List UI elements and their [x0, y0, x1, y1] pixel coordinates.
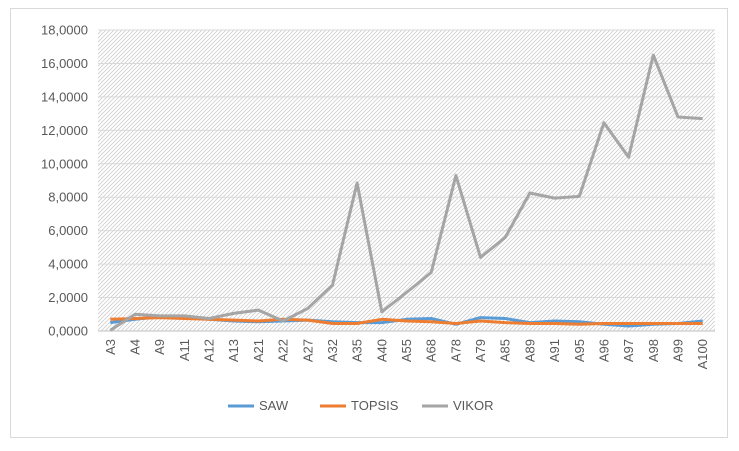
x-tick-label: A35 — [350, 339, 365, 362]
x-tick-label: A40 — [374, 339, 389, 362]
y-tick-label: 2,0000 — [48, 290, 88, 305]
plot-background — [98, 30, 715, 331]
x-tick-label: A9 — [152, 339, 167, 355]
series-line-vikor — [109, 53, 703, 332]
x-tick-label: A12 — [202, 339, 217, 362]
x-tick-label: A78 — [448, 339, 463, 362]
x-tick-label: A99 — [670, 339, 685, 362]
y-tick-label: 12,0000 — [41, 123, 88, 138]
x-tick-label: A97 — [621, 339, 636, 362]
y-tick-label: 14,0000 — [41, 89, 88, 104]
gridlines — [98, 29, 715, 332]
y-tick-label: 16,0000 — [41, 56, 88, 71]
x-tick-label: A22 — [276, 339, 291, 362]
x-axis-tick-labels: A3 A4 A9 A11 A12 A13 A21 A22 A27 A32 A35 A40 A55 A68 A… — [103, 339, 710, 369]
legend-label-topsis: TOPSIS — [351, 398, 399, 413]
y-tick-label: 0,0000 — [48, 324, 88, 339]
x-tick-label: A96 — [596, 339, 611, 362]
y-tick-label: 10,0000 — [41, 156, 88, 171]
legend-label-vikor: VIKOR — [453, 398, 493, 413]
y-tick-label: 18,0000 — [41, 23, 88, 38]
series-lines — [109, 53, 703, 332]
x-tick-label: A3 — [103, 339, 118, 355]
x-tick-label: A100 — [695, 339, 710, 369]
x-tick-label: A4 — [128, 339, 143, 355]
x-tick-label: A91 — [547, 339, 562, 362]
y-axis-tick-labels: 0,0000 2,0000 4,0000 6,0000 8,0000 10,0000 12,… — [41, 23, 88, 339]
x-tick-label: A98 — [646, 339, 661, 362]
x-tick-label: A85 — [498, 339, 513, 362]
x-tick-label: A89 — [522, 339, 537, 362]
y-tick-label: 6,0000 — [48, 223, 88, 238]
y-tick-label: 4,0000 — [48, 257, 88, 272]
x-tick-label: A55 — [399, 339, 414, 362]
x-tick-label: A32 — [325, 339, 340, 362]
x-tick-label: A95 — [572, 339, 587, 362]
x-tick-label: A68 — [424, 339, 439, 362]
y-tick-label: 8,0000 — [48, 190, 88, 205]
x-tick-label: A13 — [226, 339, 241, 362]
x-tick-label: A79 — [473, 339, 488, 362]
x-tick-label: A27 — [300, 339, 315, 362]
x-tick-label: A11 — [177, 339, 192, 361]
legend: SAW TOPSIS VIKOR — [228, 398, 493, 413]
x-tick-label: A21 — [251, 339, 266, 362]
plot-area — [98, 30, 715, 331]
legend-label-saw: SAW — [259, 398, 289, 413]
